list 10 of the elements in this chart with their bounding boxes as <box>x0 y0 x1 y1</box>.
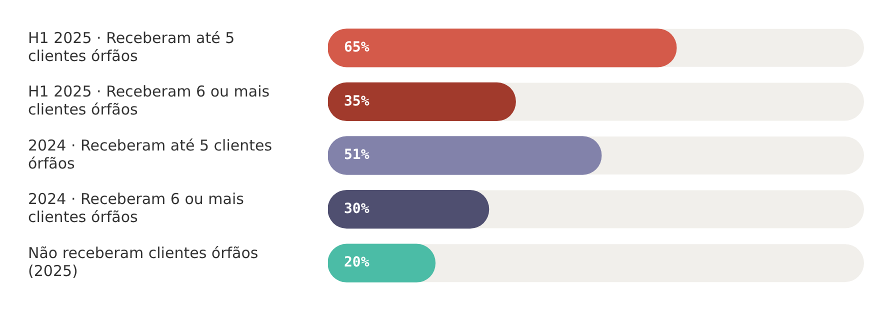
data-label: 35% <box>344 93 370 110</box>
y-tick-label: H1 2025 · Receberam até 5 clientes órfãos <box>28 28 235 65</box>
y-tick-label: 2024 · Receberam 6 ou mais clientes órfãos <box>28 190 244 226</box>
y-tick-label: 2024 · Receberam até 5 clientes órfãos <box>28 136 272 172</box>
y-tick-label: Não receberam clientes órfãos (2025) <box>28 244 258 280</box>
data-label: 30% <box>344 200 370 217</box>
data-label: 20% <box>344 254 370 271</box>
data-label: 51% <box>344 147 370 164</box>
y-tick-label: H1 2025 · Receberam 6 ou mais clientes órfãos <box>28 82 270 119</box>
data-label: 65% <box>344 40 370 56</box>
